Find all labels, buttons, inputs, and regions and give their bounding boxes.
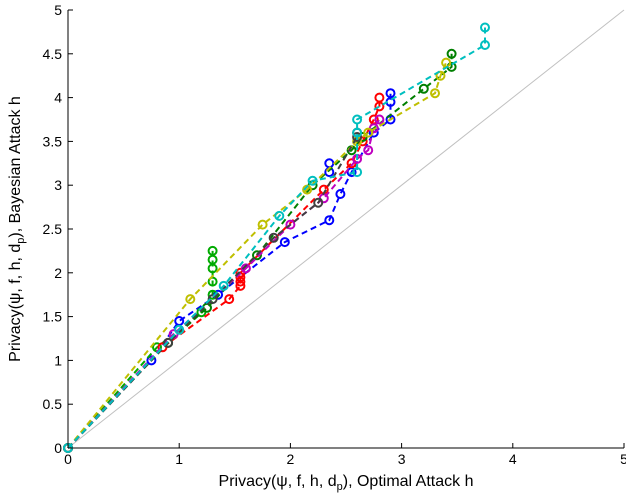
tick-labels: 0 1 2 3 4 5 0 0.5 1 1.5 2 2.5 3 3.5 4 4.5 5 — [43, 2, 626, 467]
series-5-point — [285, 219, 296, 230]
series-7-point — [313, 197, 324, 208]
series-8-point — [218, 280, 229, 291]
series-6-point — [185, 294, 196, 305]
series-1-line — [67, 93, 392, 449]
series-1-point — [324, 215, 335, 226]
plot-area — [63, 9, 625, 453]
series-5-point — [374, 114, 385, 125]
series-3-point — [374, 92, 385, 103]
y-tick-label: 2 — [54, 265, 62, 281]
series-1-point — [279, 237, 290, 248]
x-tick-label: 3 — [398, 451, 406, 467]
series-8-point — [480, 40, 490, 50]
series-1-point — [385, 88, 396, 99]
x-axis-label: Privacy(ψ, f, h, dp), Optimal Attack h — [219, 473, 474, 493]
series-8-point — [352, 127, 363, 138]
y-tick-label: 2.5 — [43, 221, 63, 237]
series-6-point — [363, 127, 374, 138]
series-3-point — [224, 294, 235, 305]
series-8-point — [352, 167, 363, 178]
y-tick-label: 4.5 — [43, 46, 63, 62]
series-6-point — [257, 219, 268, 230]
series-8-point — [307, 175, 318, 186]
axes — [67, 9, 625, 449]
y-tick-label: 0.5 — [43, 396, 63, 412]
series-2-point — [207, 245, 218, 256]
series-5-point — [363, 145, 374, 156]
series-6-point — [430, 88, 440, 99]
series-8-point — [174, 324, 185, 335]
x-tick-label: 1 — [175, 451, 183, 467]
y-tick-label: 3 — [54, 177, 62, 193]
y-tick-label: 4 — [54, 90, 62, 106]
y-tick-label: 0 — [54, 440, 62, 456]
series-8-point — [352, 114, 363, 125]
y-axis-label: Privacy(ψ, f, h, dp), Bayesian Attack h — [7, 96, 27, 362]
x-tick-label: 2 — [287, 451, 295, 467]
series-1-point — [174, 316, 185, 326]
series-8-line — [67, 27, 486, 449]
x-tick-label: 5 — [620, 451, 626, 467]
y-tick-label: 1 — [54, 352, 62, 368]
series-1-point — [146, 355, 157, 366]
series-2-point — [207, 276, 218, 287]
series-1-point — [335, 189, 346, 199]
series-4-point — [418, 83, 429, 94]
y-tick-label: 3.5 — [43, 133, 63, 149]
series-2-line — [67, 250, 214, 449]
series-6-point — [435, 70, 446, 81]
series-7-point — [352, 132, 363, 142]
series-7-point — [268, 232, 279, 243]
series-8-point — [274, 210, 285, 221]
x-tick-label: 4 — [509, 451, 517, 467]
series-7-point — [163, 337, 174, 348]
y-tick-label: 5 — [54, 2, 62, 18]
series-6-point — [441, 57, 452, 68]
series-1-point — [324, 158, 335, 169]
series-8-point — [480, 22, 490, 33]
y-tick-label: 1.5 — [43, 309, 63, 325]
series-4-point — [446, 48, 457, 59]
x-tick-label: 0 — [64, 451, 72, 467]
series-4-point — [252, 250, 262, 261]
series-7-point — [207, 294, 218, 305]
reference-diagonal-line — [67, 9, 625, 449]
